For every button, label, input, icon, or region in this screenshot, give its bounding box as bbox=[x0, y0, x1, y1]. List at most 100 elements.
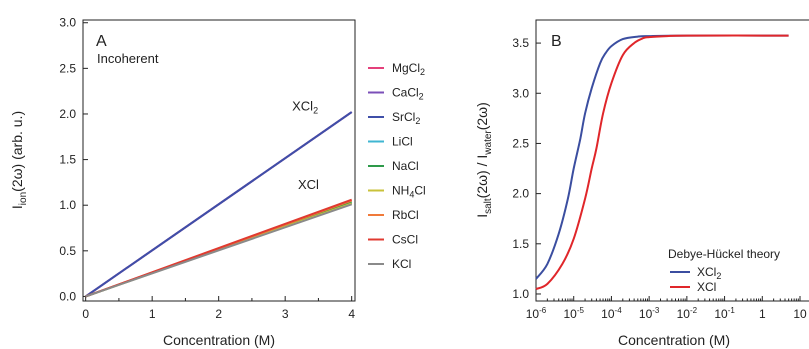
a-ytick-label-5: 2.5 bbox=[59, 61, 76, 75]
a-legend-label-0-part-0: MgCl bbox=[392, 61, 420, 75]
a-legend-label-5-part-2: Cl bbox=[414, 184, 425, 198]
panel-a-ylabel-rest: (2ω) (arb. u.) bbox=[9, 111, 25, 192]
b-xtick-label-1-part-0: 10 bbox=[563, 307, 577, 321]
a-ytick-label-1: 0.5 bbox=[59, 244, 76, 258]
a-legend-label-2-part-0: SrCl bbox=[392, 110, 415, 124]
b-xtick-label-3-part-0: 10 bbox=[639, 307, 653, 321]
a-annotation-0: XCl2 bbox=[292, 98, 318, 115]
a-legend-label-8-part-0: KCl bbox=[392, 257, 411, 271]
b-xtick-label-0-part-0: 10 bbox=[526, 307, 540, 321]
b-xtick-label-4-part-0: 10 bbox=[677, 307, 691, 321]
b-xtick-label-2-part-1: -4 bbox=[615, 306, 623, 315]
b-ytick-label-4: 3.0 bbox=[512, 86, 529, 100]
b-xtick-label-6: 1 bbox=[759, 307, 766, 321]
panel-a-subtitle: Incoherent bbox=[97, 51, 159, 66]
a-series-line-8 bbox=[85, 203, 353, 298]
a-series-line-2 bbox=[85, 111, 353, 298]
b-xtick-label-2-part-0: 10 bbox=[601, 307, 615, 321]
a-annotation-1: XCl bbox=[298, 177, 319, 192]
b-xtick-label-1: 10-5 bbox=[563, 306, 584, 321]
a-annotation-0-part-0: XCl bbox=[292, 98, 313, 113]
a-xtick-label-1: 1 bbox=[149, 307, 156, 321]
a-legend-label-1-part-0: CaCl bbox=[392, 86, 419, 100]
b-xtick-label-1-part-1: -5 bbox=[577, 306, 585, 315]
a-legend-label-6: RbCl bbox=[392, 208, 419, 222]
panel-a: 0 1 2 3 40.00.51.01.52.02.53.0 A Incoherent … bbox=[9, 16, 426, 348]
a-ytick-label-2: 1.0 bbox=[59, 198, 76, 212]
b-xtick-label-3-part-1: -3 bbox=[652, 306, 660, 315]
a-ytick-label-0: 0.0 bbox=[59, 289, 76, 303]
b-legend-label-0-part-1: 2 bbox=[716, 271, 721, 281]
b-xtick-label-4-part-1: -2 bbox=[690, 306, 698, 315]
a-xtick-label-2: 2 bbox=[215, 307, 222, 321]
b-xtick-label-2: 10-4 bbox=[601, 306, 622, 321]
b-xtick-label-7: 10 bbox=[793, 307, 807, 321]
a-xtick-label-3: 3 bbox=[282, 307, 289, 321]
panel-a-ylabel-sub: ion bbox=[18, 192, 29, 205]
b-xtick-label-6-part-0: 1 bbox=[759, 307, 766, 321]
panel-b-ylabel-p4: (2ω) bbox=[474, 102, 490, 130]
a-ytick-label-3: 1.5 bbox=[59, 153, 76, 167]
b-xtick-label-4: 10-2 bbox=[677, 306, 698, 321]
a-legend-label-5-part-1: 4 bbox=[409, 190, 414, 200]
panel-b-letter: B bbox=[551, 33, 562, 50]
a-legend-label-0: MgCl2 bbox=[392, 61, 425, 77]
a-legend-label-7: CsCl bbox=[392, 233, 418, 247]
a-xtick-label-4: 4 bbox=[348, 307, 355, 321]
a-legend-label-5-part-0: NH bbox=[392, 184, 409, 198]
b-series-line-0 bbox=[535, 34, 789, 280]
a-legend-label-7-part-0: CsCl bbox=[392, 233, 418, 247]
b-series-line-1 bbox=[535, 34, 789, 290]
b-ytick-label-3: 2.5 bbox=[512, 136, 529, 150]
b-xtick-label-5-part-0: 10 bbox=[714, 307, 728, 321]
b-xtick-label-7-part-0: 10 bbox=[793, 307, 807, 321]
panel-b-ylabel-p3: water bbox=[483, 130, 494, 156]
panel-b: 10-6 10-5 10-4 10-3 10-2 10-1 1 101.01.52.02.53… bbox=[474, 19, 809, 348]
panel-b-legend-title: Debye-Hückel theory bbox=[668, 247, 780, 261]
a-legend-label-0-part-1: 2 bbox=[420, 67, 425, 77]
panel-b-ylabel-p2: (2ω) / I bbox=[474, 155, 490, 199]
b-ytick-label-5: 3.5 bbox=[512, 36, 529, 50]
panel-b-series bbox=[535, 34, 789, 290]
b-legend-label-1-part-0: XCl bbox=[697, 280, 716, 294]
a-legend-label-8: KCl bbox=[392, 257, 411, 271]
panel-b-xlabel: Concentration (M) bbox=[618, 332, 730, 348]
panel-b-ticks: 10-6 10-5 10-4 10-3 10-2 10-1 1 101.01.52.02.53… bbox=[512, 36, 807, 321]
a-xtick-label-0: 0 bbox=[82, 307, 89, 321]
b-ytick-label-0: 1.0 bbox=[512, 287, 529, 301]
a-legend-label-4-part-0: NaCl bbox=[392, 159, 419, 173]
panel-a-letter: A bbox=[96, 33, 107, 50]
b-ytick-label-2: 2.0 bbox=[512, 187, 529, 201]
panel-a-ylabel-main: I bbox=[9, 205, 25, 209]
b-legend-label-1: XCl bbox=[697, 280, 716, 294]
panel-a-xlabel: Concentration (M) bbox=[163, 332, 275, 348]
a-legend-label-2: SrCl2 bbox=[392, 110, 420, 126]
a-ytick-label-6: 3.0 bbox=[59, 16, 76, 30]
b-ytick-label-1: 1.5 bbox=[512, 237, 529, 251]
b-legend-label-0-part-0: XCl bbox=[697, 265, 716, 279]
b-xtick-label-3: 10-3 bbox=[639, 306, 660, 321]
panel-a-series bbox=[85, 111, 353, 298]
a-legend-label-3-part-0: LiCl bbox=[392, 135, 413, 149]
a-legend-label-3: LiCl bbox=[392, 135, 413, 149]
panel-b-ylabel-p1: salt bbox=[483, 198, 494, 214]
b-xtick-label-0: 10-6 bbox=[526, 306, 547, 321]
b-xtick-label-0-part-1: -6 bbox=[539, 306, 547, 315]
b-xtick-label-5: 10-1 bbox=[714, 306, 735, 321]
a-ytick-label-4: 2.0 bbox=[59, 107, 76, 121]
a-legend-label-4: NaCl bbox=[392, 159, 419, 173]
a-annotation-1-part-0: XCl bbox=[298, 177, 319, 192]
panel-b-ylabel: Isalt(2ω) / Iwater(2ω) bbox=[474, 102, 494, 218]
panel-b-ylabel-p0: I bbox=[474, 214, 490, 218]
panel-a-ylabel: Iion(2ω) (arb. u.) bbox=[9, 111, 29, 209]
a-legend-label-2-part-1: 2 bbox=[415, 116, 420, 126]
b-legend-label-0: XCl2 bbox=[697, 265, 721, 281]
a-legend-label-6-part-0: RbCl bbox=[392, 208, 419, 222]
panel-a-ticks: 0 1 2 3 4 0.0 0.5 1.0 1.5 2.0 2.5 3.0 bbox=[59, 16, 355, 321]
a-annotation-0-part-1: 2 bbox=[313, 105, 318, 115]
a-legend-label-1-part-1: 2 bbox=[419, 92, 424, 102]
